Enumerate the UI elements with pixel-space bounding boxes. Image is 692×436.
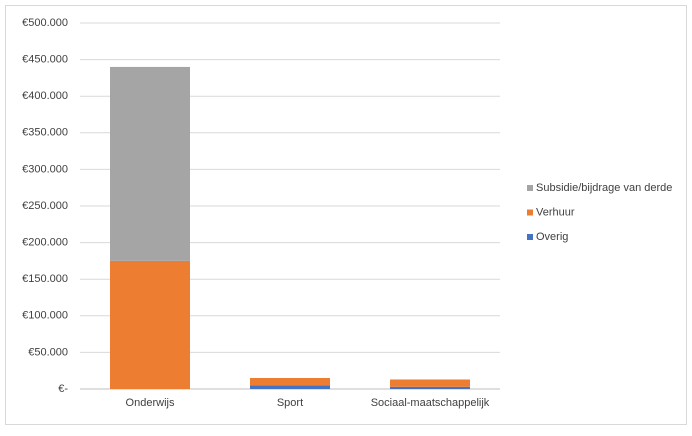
legend-swatch [527, 209, 533, 216]
legend-swatch [527, 185, 533, 191]
y-tick-label: €100.000 [22, 310, 68, 322]
y-tick-label: €500.000 [22, 17, 68, 29]
y-tick-label: €- [58, 383, 68, 395]
x-tick-label: Onderwijs [126, 397, 175, 409]
legend-label: Subsidie/bijdrage van derde [536, 182, 672, 194]
y-tick-label: €150.000 [22, 273, 68, 285]
y-tick-label: €300.000 [22, 163, 68, 175]
y-tick-label: €200.000 [22, 237, 68, 249]
y-tick-label: €400.000 [22, 90, 68, 102]
y-tick-label: €450.000 [22, 54, 68, 66]
bar-segment [390, 379, 470, 387]
bar-segment [110, 260, 190, 389]
bar-segment [250, 385, 330, 389]
chart-border [5, 5, 687, 425]
x-tick-label: Sociaal-maatschappelijk [371, 397, 490, 409]
y-tick-label: €350.000 [22, 127, 68, 139]
bar-segment [110, 66, 190, 261]
bar-segment [250, 378, 330, 386]
legend-label: Verhuur [536, 206, 575, 218]
bar-segment [390, 386, 470, 389]
y-tick-label: €250.000 [22, 200, 68, 212]
x-tick-label: Sport [277, 397, 303, 409]
y-tick-label: €50.000 [28, 346, 68, 358]
legend-swatch [527, 234, 533, 240]
legend-label: Overig [536, 231, 568, 243]
